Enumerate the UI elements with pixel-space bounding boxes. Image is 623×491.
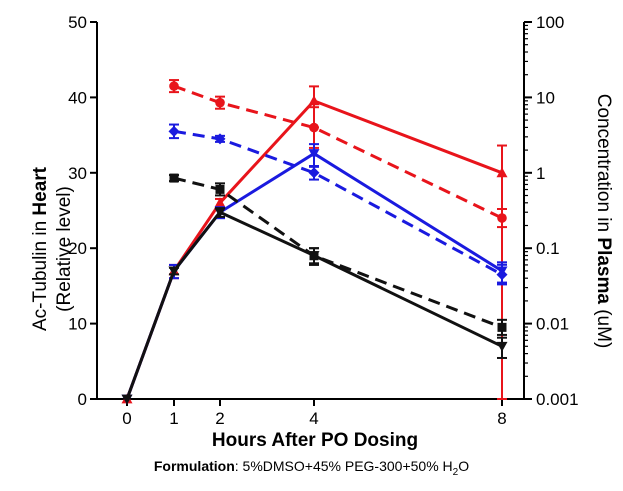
y-right-tick-label: 10 (536, 88, 555, 107)
point-marker (308, 167, 320, 179)
y-left-tick-label: 40 (68, 88, 87, 107)
y-left-tick-label: 20 (68, 239, 87, 258)
y-left-tick-label: 50 (68, 13, 87, 32)
footnote-label: Formulation (153, 458, 235, 474)
formulation-footnote: Formulation: 5%DMSO+45% PEG-300+50% H2O (0, 458, 623, 478)
footnote-subscript: 2 (452, 466, 459, 478)
y-right-tick-label: 0.001 (536, 390, 579, 409)
footnote-text: : 5%DMSO+45% PEG-300+50% H (234, 458, 453, 474)
x-axis-title: Hours After PO Dosing (212, 430, 418, 451)
x-tick-label: 8 (497, 409, 506, 428)
point-marker (308, 95, 320, 106)
point-marker (308, 149, 320, 160)
series-6 (169, 173, 507, 336)
point-marker (214, 197, 226, 208)
point-marker (168, 125, 180, 137)
series-2 (169, 79, 507, 229)
point-marker (497, 213, 507, 223)
x-tick-label: 1 (169, 409, 178, 428)
point-marker (169, 173, 179, 183)
point-marker (214, 133, 226, 145)
point-marker (214, 207, 226, 218)
point-marker (169, 81, 179, 91)
point-marker (168, 266, 180, 277)
y-axis-left-subtitle: (Relative level) (54, 186, 75, 312)
y-left-tick-label: 10 (68, 315, 87, 334)
y-axis-left-title: Ac-Tubulin in Heart (30, 166, 51, 331)
x-tick-label: 4 (309, 409, 318, 428)
series-line (173, 84, 503, 220)
series-layer (121, 79, 508, 405)
series-line (173, 176, 503, 329)
axes: 0 10 20 30 40 50 0.001 0.01 0.1 1 10 100 0 1 2 4 8 (68, 13, 578, 428)
series-line (173, 129, 503, 276)
y-axis-right-title: Concentration in Plasma (uM) (593, 94, 614, 349)
x-tick-label: 0 (122, 409, 131, 428)
footnote-text-end: O (458, 458, 470, 474)
y-left-tick-label: 0 (78, 390, 87, 409)
point-marker (309, 251, 319, 261)
series-3 (121, 143, 508, 405)
point-marker (215, 97, 225, 108)
point-marker (215, 184, 225, 194)
y-right-tick-label: 1 (536, 164, 545, 183)
series-line (125, 210, 503, 400)
point-marker (121, 394, 133, 405)
y-right-tick-label: 0.1 (536, 239, 560, 258)
point-marker (497, 322, 507, 332)
series-4 (168, 123, 508, 286)
y-right-tick-label: 0.01 (536, 315, 569, 334)
y-right-tick-label: 100 (536, 13, 564, 32)
x-tick-label: 2 (215, 409, 224, 428)
point-marker (496, 341, 508, 352)
point-marker (309, 122, 319, 133)
point-marker (496, 167, 508, 178)
y-left-tick-label: 30 (68, 164, 87, 183)
point-marker (496, 269, 508, 281)
